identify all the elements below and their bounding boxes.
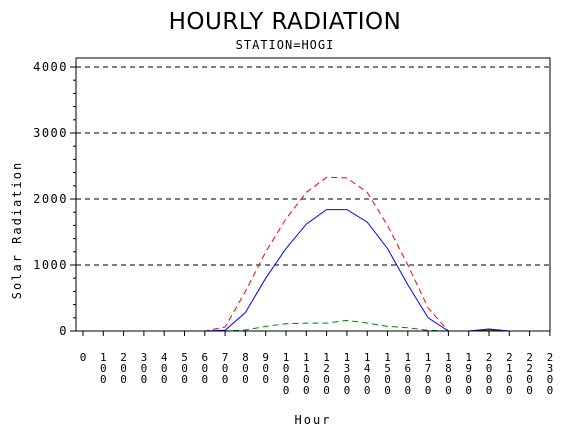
x-tick-label: 0 xyxy=(80,351,87,364)
plot-series xyxy=(83,176,550,332)
plot-frame xyxy=(75,57,551,332)
y-tick-label: 4000 xyxy=(33,60,68,74)
y-tick-label: 0 xyxy=(59,324,68,338)
y-axis-label: Solar Radiation xyxy=(10,161,24,299)
series-line-1 xyxy=(83,176,550,332)
chart-title: HOURLY RADIATION xyxy=(169,9,402,35)
series-line-2 xyxy=(83,209,550,332)
chart-subtitle: STATION=HOGI xyxy=(236,38,335,52)
y-tick-label: 2000 xyxy=(33,192,68,206)
y-axis-ticks: 0 1000 2000 3000 4000 xyxy=(33,60,76,338)
y-tick-label: 1000 xyxy=(33,258,68,272)
x-axis-label: Hour xyxy=(295,413,332,427)
grid-lines xyxy=(76,66,550,332)
x-axis-ticks: 0 1 0 0 2 0 0 3 0 0 4 0 0 5 0 0 6 0 0 7 0 0 8 0 0 9 0 0 1 0 0 0 1 1 0 0 1 2 0 0… xyxy=(80,331,554,397)
y-tick-label: 3000 xyxy=(33,126,68,140)
